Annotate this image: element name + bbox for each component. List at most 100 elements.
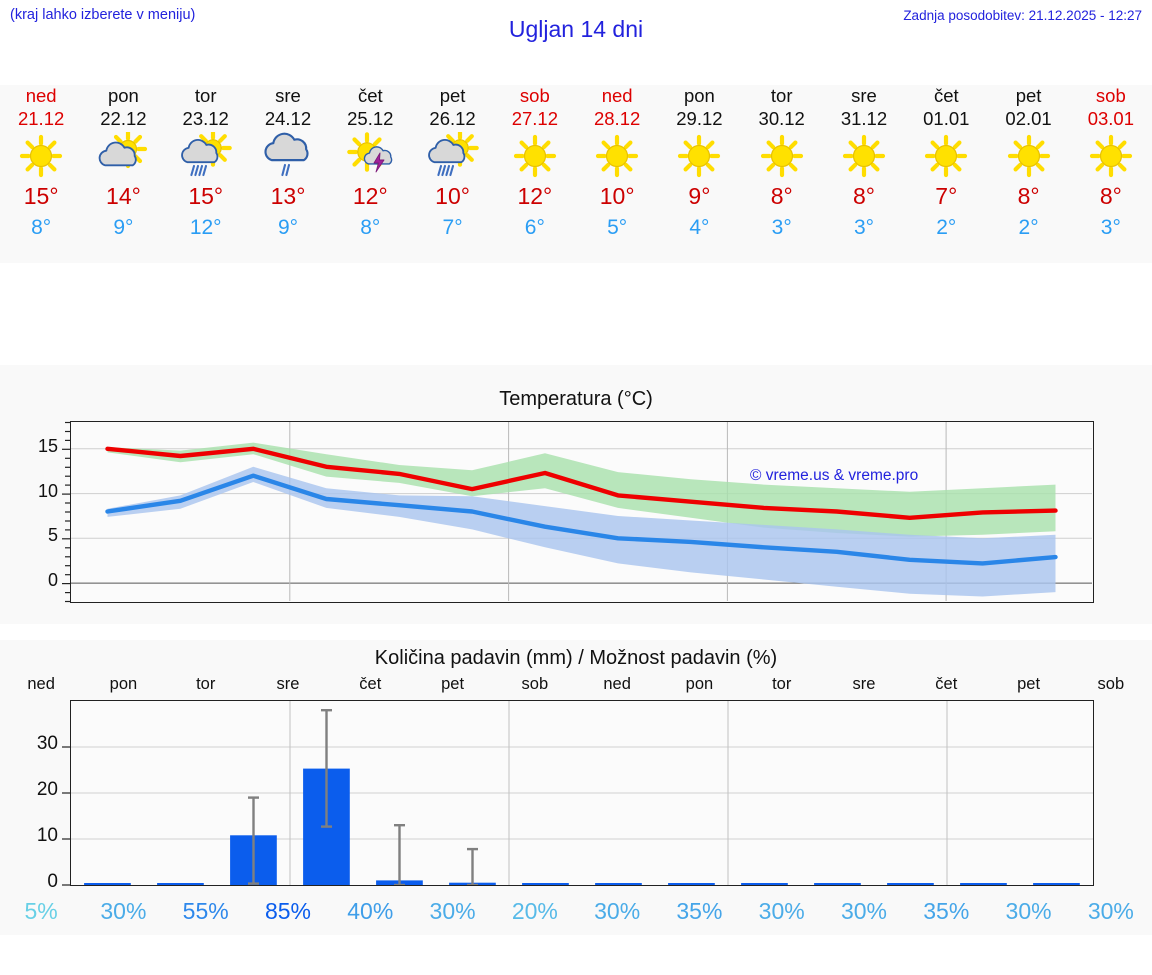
day-column[interactable]: tor 30.12 8° 3° bbox=[743, 85, 821, 242]
precipitation-day-label: pet bbox=[1017, 675, 1041, 693]
day-min-temp: 7° bbox=[442, 216, 463, 239]
day-max-temp: 12° bbox=[352, 183, 388, 209]
day-min-temp: 6° bbox=[524, 216, 545, 239]
day-of-week-label: sob bbox=[519, 85, 550, 106]
sun-icon bbox=[743, 132, 821, 180]
day-date-label: 30.12 bbox=[758, 108, 805, 129]
precipitation-day-label: sob bbox=[521, 675, 549, 693]
precipitation-probability-label: 30% bbox=[840, 898, 888, 924]
day-date-label: 31.12 bbox=[840, 108, 888, 129]
day-date-label: 02.01 bbox=[1005, 108, 1052, 129]
precipitation-y-axis-ticks bbox=[62, 700, 70, 886]
precipitation-probability-label: 5% bbox=[24, 898, 58, 924]
temperature-chart-plot bbox=[70, 421, 1094, 603]
day-min-temp: 4° bbox=[689, 216, 710, 239]
day-of-week-label: tor bbox=[194, 85, 217, 106]
temperature-y-tick-label: 10 bbox=[37, 480, 58, 501]
precipitation-day-label: tor bbox=[196, 675, 216, 693]
day-of-week-label: pet bbox=[439, 85, 466, 106]
sun-icon bbox=[660, 132, 738, 180]
day-column[interactable]: sre 24.12 13° 9° bbox=[249, 85, 327, 242]
precipitation-probability-label: 30% bbox=[429, 898, 476, 924]
copyright-label: © vreme.us & vreme.pro bbox=[750, 467, 919, 484]
day-column[interactable]: sob 27.12 12° 6° bbox=[496, 85, 574, 242]
day-column[interactable]: čet 25.12 12° 8° bbox=[331, 85, 409, 242]
day-column[interactable]: pon 29.12 9° 4° bbox=[660, 85, 738, 242]
day-of-week-label: sob bbox=[1095, 85, 1126, 106]
precipitation-probability-label: 30% bbox=[594, 898, 641, 924]
precipitation-day-label: čet bbox=[359, 675, 382, 693]
location-menu-hint: (kraj lahko izberete v meniju) bbox=[10, 7, 196, 23]
temperature-y-axis-ticks bbox=[62, 421, 70, 603]
day-date-label: 25.12 bbox=[347, 108, 394, 129]
precipitation-chart-title: Količina padavin (mm) / Možnost padavin … bbox=[374, 647, 778, 669]
sun-icon bbox=[825, 132, 903, 180]
precipitation-day-label: ned bbox=[603, 675, 631, 693]
cloud-rain-icon bbox=[249, 132, 327, 180]
day-column[interactable]: ned 21.12 15° 8° bbox=[2, 85, 80, 242]
day-min-temp: 3° bbox=[1100, 216, 1121, 239]
temperature-y-tick-label: 15 bbox=[37, 435, 58, 456]
day-min-temp: 3° bbox=[771, 216, 792, 239]
day-of-week-label: sre bbox=[275, 85, 301, 106]
day-of-week-label: čet bbox=[357, 85, 383, 106]
day-column[interactable]: pon 22.12 14° 9° bbox=[84, 85, 162, 242]
day-max-temp: 8° bbox=[1099, 183, 1122, 209]
precipitation-chart-plot bbox=[70, 700, 1094, 886]
day-date-label: 24.12 bbox=[264, 108, 312, 129]
precipitation-y-tick-label: 10 bbox=[36, 825, 58, 846]
day-of-week-label: ned bbox=[25, 85, 57, 106]
precipitation-y-tick-label: 0 bbox=[47, 871, 58, 892]
sun-icon bbox=[1072, 132, 1150, 180]
temperature-chart-title: Temperatura (°C) bbox=[499, 388, 653, 410]
day-date-label: 26.12 bbox=[429, 108, 476, 129]
sun-icon bbox=[578, 132, 656, 180]
page-header: (kraj lahko izberete v meniju) Ugljan 14… bbox=[0, 0, 1152, 46]
day-max-temp: 12° bbox=[517, 183, 553, 209]
day-column[interactable]: pet 26.12 10° 7° bbox=[414, 85, 492, 242]
day-column[interactable]: čet 01.01 7° 2° bbox=[907, 85, 985, 242]
day-date-label: 22.12 bbox=[100, 108, 147, 129]
sun-icon bbox=[990, 132, 1068, 180]
day-max-temp: 8° bbox=[1017, 183, 1040, 209]
sun-icon bbox=[496, 132, 574, 180]
temperature-y-tick-label: 5 bbox=[47, 525, 58, 546]
day-max-temp: 15° bbox=[23, 183, 59, 209]
precipitation-probability-label: 30% bbox=[1005, 898, 1052, 924]
precipitation-y-tick-label: 20 bbox=[36, 779, 58, 800]
sun-cloud-rain-icon bbox=[167, 132, 245, 180]
day-max-temp: 15° bbox=[188, 183, 224, 209]
day-column[interactable]: pet 02.01 8° 2° bbox=[990, 85, 1068, 242]
day-min-temp: 2° bbox=[936, 216, 957, 239]
day-date-label: 03.01 bbox=[1087, 108, 1134, 129]
day-max-temp: 9° bbox=[688, 183, 711, 209]
precipitation-day-label: sre bbox=[276, 675, 300, 693]
day-max-temp: 8° bbox=[770, 183, 793, 209]
day-column[interactable]: sob 03.01 8° 3° bbox=[1072, 85, 1150, 242]
day-column[interactable]: sre 31.12 8° 3° bbox=[825, 85, 903, 242]
precipitation-probability-label: 30% bbox=[1087, 898, 1134, 924]
sun-icon bbox=[2, 132, 80, 180]
day-max-temp: 10° bbox=[435, 183, 470, 209]
precipitation-day-label: sre bbox=[852, 675, 876, 693]
precipitation-probability-row: 5% 30% 55% 85% 40% 30% 20% 30% 35% 30% 30% 35% 30% 30… bbox=[0, 898, 1152, 932]
sun-cloud-rain-icon bbox=[414, 132, 492, 180]
precipitation-probability-label: 35% bbox=[676, 898, 723, 924]
day-column[interactable]: tor 23.12 15° 12° bbox=[167, 85, 245, 242]
day-of-week-label: pet bbox=[1015, 85, 1042, 106]
day-date-label: 23.12 bbox=[182, 108, 229, 129]
day-of-week-label: sre bbox=[851, 85, 877, 106]
day-min-temp: 8° bbox=[360, 216, 381, 239]
day-min-temp: 2° bbox=[1018, 216, 1039, 239]
day-min-temp: 9° bbox=[277, 216, 299, 239]
precipitation-day-label: čet bbox=[935, 675, 958, 693]
day-min-temp: 12° bbox=[189, 216, 222, 239]
page-title: Ugljan 14 dni bbox=[508, 16, 644, 42]
last-updated-label: Zadnja posodobitev: 21.12.2025 - 12:27 bbox=[903, 8, 1142, 23]
day-of-week-label: čet bbox=[933, 85, 959, 106]
day-column[interactable]: ned 28.12 10° 5° bbox=[578, 85, 656, 242]
day-of-week-label: pon bbox=[683, 85, 715, 106]
day-max-temp: 13° bbox=[270, 183, 306, 209]
day-max-temp: 7° bbox=[935, 183, 958, 209]
precipitation-probability-label: 55% bbox=[182, 898, 229, 924]
